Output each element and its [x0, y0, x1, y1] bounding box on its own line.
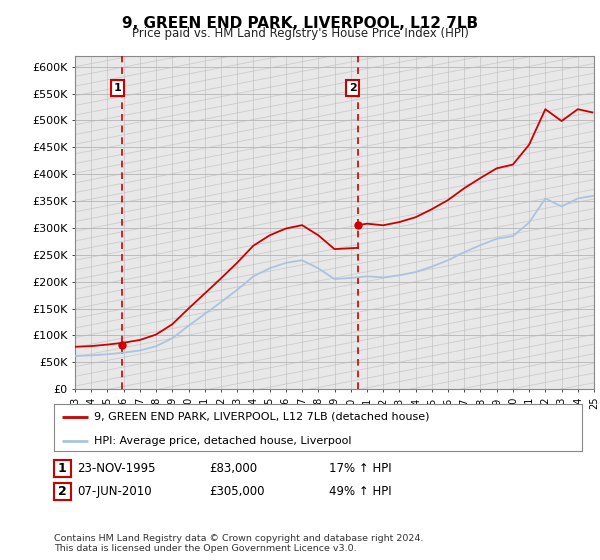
- Text: Price paid vs. HM Land Registry's House Price Index (HPI): Price paid vs. HM Land Registry's House …: [131, 27, 469, 40]
- Text: HPI: Average price, detached house, Liverpool: HPI: Average price, detached house, Live…: [94, 436, 351, 446]
- Text: 23-NOV-1995: 23-NOV-1995: [77, 462, 155, 475]
- Text: 49% ↑ HPI: 49% ↑ HPI: [329, 484, 391, 498]
- Text: 9, GREEN END PARK, LIVERPOOL, L12 7LB: 9, GREEN END PARK, LIVERPOOL, L12 7LB: [122, 16, 478, 31]
- Text: 1: 1: [113, 83, 121, 94]
- Text: 17% ↑ HPI: 17% ↑ HPI: [329, 462, 391, 475]
- Text: 2: 2: [349, 83, 357, 94]
- Text: Contains HM Land Registry data © Crown copyright and database right 2024.
This d: Contains HM Land Registry data © Crown c…: [54, 534, 424, 553]
- Text: 9, GREEN END PARK, LIVERPOOL, L12 7LB (detached house): 9, GREEN END PARK, LIVERPOOL, L12 7LB (d…: [94, 412, 429, 422]
- Text: 2: 2: [58, 484, 67, 498]
- Text: 1: 1: [58, 462, 67, 475]
- Text: £305,000: £305,000: [209, 484, 264, 498]
- Text: 07-JUN-2010: 07-JUN-2010: [77, 484, 151, 498]
- Text: £83,000: £83,000: [209, 462, 257, 475]
